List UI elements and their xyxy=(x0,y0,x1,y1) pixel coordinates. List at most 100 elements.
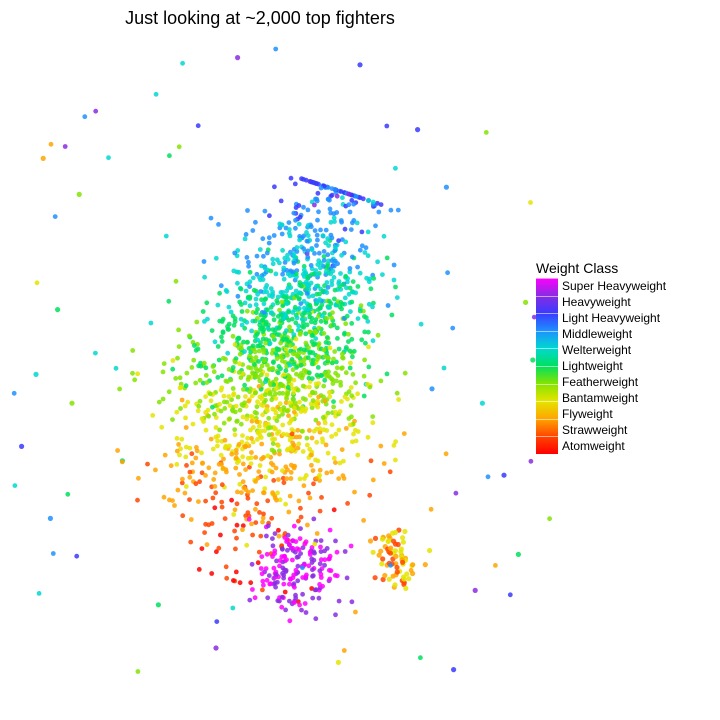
scatter-point xyxy=(287,378,292,383)
scatter-point xyxy=(251,344,256,349)
scatter-point xyxy=(290,441,295,446)
scatter-point xyxy=(390,313,395,318)
scatter-point xyxy=(263,341,268,346)
scatter-point xyxy=(324,374,329,379)
scatter-point xyxy=(343,394,348,399)
scatter-point xyxy=(265,363,270,368)
scatter-point xyxy=(272,548,277,553)
scatter-point xyxy=(288,285,293,290)
scatter-point xyxy=(250,587,255,592)
scatter-point xyxy=(267,213,272,218)
scatter-point xyxy=(319,495,324,500)
scatter-point xyxy=(243,394,248,399)
scatter-point xyxy=(276,443,281,448)
scatter-point xyxy=(349,414,354,419)
scatter-point xyxy=(406,576,411,581)
scatter-point xyxy=(273,47,278,52)
scatter-point xyxy=(224,288,229,293)
scatter-point xyxy=(310,362,315,367)
scatter-point xyxy=(330,361,335,366)
scatter-point xyxy=(274,498,279,503)
scatter-point xyxy=(530,357,535,362)
scatter-point xyxy=(395,391,400,396)
scatter-point xyxy=(204,380,209,385)
scatter-point xyxy=(393,554,398,559)
scatter-point xyxy=(318,228,323,233)
scatter-point xyxy=(162,361,167,366)
scatter-point xyxy=(244,289,249,294)
scatter-point xyxy=(235,523,240,528)
scatter-point xyxy=(188,446,193,451)
scatter-point xyxy=(312,429,317,434)
scatter-point xyxy=(250,358,255,363)
scatter-point xyxy=(332,507,337,512)
scatter-point xyxy=(306,208,311,213)
scatter-point xyxy=(316,191,321,196)
scatter-point xyxy=(175,436,180,441)
scatter-point xyxy=(486,474,491,479)
scatter-point xyxy=(547,516,552,521)
scatter-point xyxy=(291,332,296,337)
scatter-point xyxy=(215,375,220,380)
scatter-point xyxy=(279,199,284,204)
scatter-point xyxy=(330,258,335,263)
scatter-point xyxy=(296,388,301,393)
scatter-point xyxy=(308,496,313,501)
scatter-point xyxy=(270,554,275,559)
scatter-point xyxy=(171,358,176,363)
scatter-point xyxy=(259,457,264,462)
scatter-point xyxy=(310,390,315,395)
scatter-point xyxy=(344,345,349,350)
scatter-point xyxy=(327,394,332,399)
scatter-point xyxy=(246,264,251,269)
scatter-point xyxy=(345,501,350,506)
scatter-point xyxy=(229,452,234,457)
scatter-point xyxy=(256,560,261,565)
scatter-point xyxy=(274,386,279,391)
scatter-point xyxy=(268,341,273,346)
scatter-point xyxy=(256,469,261,474)
scatter-point xyxy=(184,383,189,388)
scatter-point xyxy=(302,347,307,352)
scatter-point xyxy=(176,488,181,493)
scatter-point xyxy=(340,195,345,200)
legend-tick xyxy=(536,436,558,437)
scatter-point xyxy=(202,275,207,280)
scatter-point xyxy=(257,378,262,383)
scatter-point xyxy=(336,476,341,481)
scatter-point xyxy=(373,223,378,228)
scatter-point xyxy=(480,401,485,406)
scatter-point xyxy=(120,460,125,465)
scatter-point xyxy=(242,383,247,388)
scatter-point xyxy=(227,367,232,372)
scatter-point xyxy=(241,523,246,528)
scatter-point xyxy=(209,437,214,442)
scatter-point xyxy=(273,427,278,432)
scatter-point xyxy=(220,505,225,510)
scatter-point xyxy=(293,182,298,187)
scatter-point xyxy=(529,459,534,464)
scatter-point xyxy=(314,181,319,186)
scatter-point xyxy=(265,498,270,503)
scatter-point xyxy=(301,177,306,182)
scatter-point xyxy=(326,451,331,456)
scatter-point xyxy=(184,463,189,468)
scatter-point xyxy=(342,648,347,653)
scatter-point xyxy=(284,295,289,300)
scatter-point xyxy=(301,205,306,210)
scatter-point xyxy=(159,425,164,430)
scatter-point xyxy=(299,284,304,289)
scatter-point xyxy=(114,366,119,371)
legend-tick xyxy=(536,278,558,279)
scatter-point xyxy=(324,290,329,295)
scatter-point xyxy=(275,491,280,496)
scatter-point xyxy=(162,495,167,500)
scatter-point xyxy=(167,389,172,394)
scatter-point xyxy=(305,443,310,448)
legend-colorbar xyxy=(536,278,558,454)
scatter-point xyxy=(278,341,283,346)
scatter-point xyxy=(314,382,319,387)
scatter-point xyxy=(220,373,225,378)
scatter-point xyxy=(77,192,82,197)
scatter-point xyxy=(242,349,247,354)
